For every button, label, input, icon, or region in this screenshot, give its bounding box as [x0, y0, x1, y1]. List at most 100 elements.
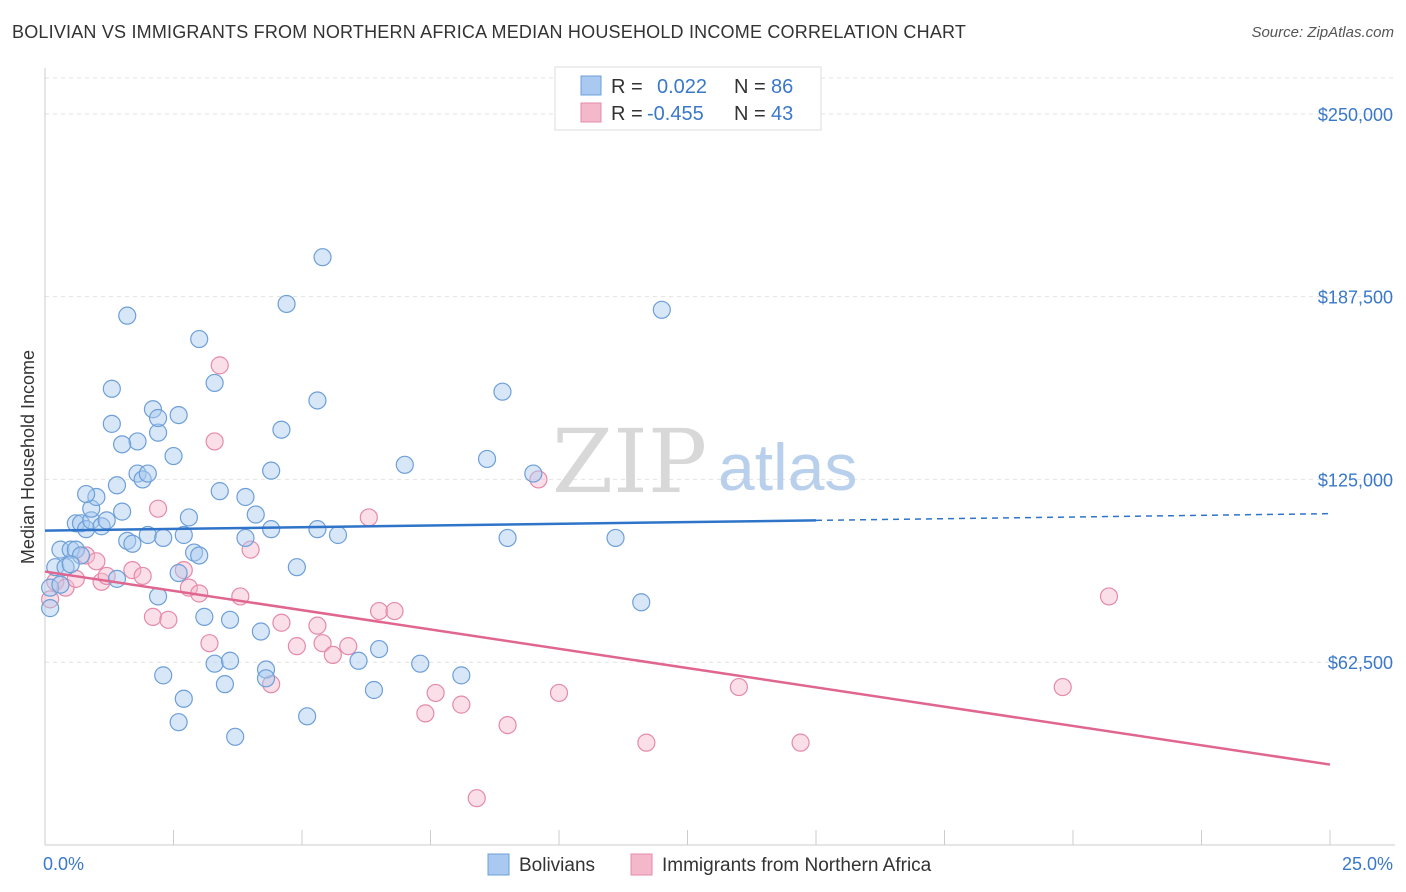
northern-africa-point-8 — [123, 560, 142, 580]
bolivians-point-54 — [308, 391, 327, 410]
bolivians-point-76 — [138, 464, 157, 483]
bolivians-point-39 — [205, 654, 224, 673]
bolivians-point-3 — [51, 575, 70, 594]
northern-africa-point-16 — [200, 634, 219, 653]
northern-africa-point-13 — [174, 560, 193, 580]
y-tick-label-1: $125,000 — [1318, 470, 1393, 490]
bolivians-point-43 — [226, 727, 245, 746]
northern-africa-point-28 — [359, 508, 378, 527]
bottom-legend: Bolivians Immigrants from Northern Afric… — [487, 853, 932, 876]
bolivians-point-32 — [169, 405, 188, 425]
bolivians-point-60 — [370, 639, 389, 659]
northern-africa-point-36 — [529, 470, 548, 489]
legend-swatch-blue — [580, 75, 602, 96]
northern-africa-point-41 — [1053, 677, 1072, 697]
northern-africa-point-23 — [287, 637, 306, 656]
trend-line-bolivians-extension — [815, 512, 1331, 522]
bolivians-point-48 — [262, 461, 281, 480]
northern-africa-point-26 — [323, 645, 342, 665]
bolivians-point-35 — [179, 508, 199, 527]
bolivians-point-41 — [215, 675, 234, 694]
bolivians-point-30 — [154, 528, 173, 548]
bolivians-point-65 — [493, 382, 512, 401]
bolivians-point-5 — [51, 540, 70, 559]
northern-africa-point-37 — [549, 683, 569, 703]
northern-africa-point-5 — [87, 552, 106, 571]
bolivians-point-31 — [164, 446, 183, 466]
bolivians-point-62 — [411, 654, 430, 673]
northern-africa-point-40 — [791, 733, 810, 752]
legend-n-label-2: N = — [734, 103, 766, 125]
watermark-zip: ZIP — [552, 410, 707, 513]
northern-africa-point-29 — [370, 601, 389, 621]
northern-africa-point-30 — [385, 601, 404, 621]
axes — [44, 68, 1395, 846]
bolivians-point-64 — [477, 449, 497, 469]
bolivians-point-73 — [190, 329, 209, 349]
northern-africa-point-35 — [498, 715, 517, 735]
bolivians-point-18 — [107, 476, 127, 495]
northern-africa-point-27 — [339, 637, 358, 656]
legend-n-value-2: 43 — [771, 103, 793, 125]
bolivians-point-34 — [174, 525, 193, 545]
bottom-legend-label-bolivians: Bolivians — [519, 855, 595, 876]
bolivians-point-20 — [118, 531, 137, 550]
bolivians-point-67 — [524, 464, 543, 483]
bolivians-point-6 — [61, 540, 80, 559]
bolivians-point-74 — [205, 373, 224, 393]
bolivians-point-8 — [66, 514, 85, 533]
trend-lines — [44, 512, 1331, 766]
bolivians-point-44 — [236, 528, 255, 548]
bolivians-point-77 — [174, 689, 193, 708]
bolivians-point-28 — [148, 423, 168, 442]
bolivians-point-37 — [190, 546, 209, 565]
watermark: ZIP atlas — [552, 410, 857, 513]
bolivians-point-14 — [77, 484, 96, 504]
bolivians-point-0 — [41, 599, 60, 618]
x-tick-label-0: 0.0% — [43, 854, 84, 874]
bolivians-point-13 — [87, 487, 106, 507]
y-tick-label-0: $62,500 — [1328, 653, 1393, 673]
bolivians-point-57 — [328, 525, 348, 545]
series-northern-africa-points — [41, 356, 1119, 808]
bolivians-point-69 — [632, 593, 651, 612]
bolivians-point-42 — [220, 610, 240, 629]
bolivians-point-70 — [652, 300, 671, 319]
northern-africa-point-20 — [241, 540, 260, 559]
legend-r-label-2: R = — [611, 103, 643, 125]
legend-n-label-1: N = — [734, 76, 766, 98]
bolivians-point-36 — [184, 543, 204, 562]
bolivians-point-53 — [298, 707, 317, 726]
bolivians-point-85 — [61, 555, 80, 574]
grid-lines — [45, 77, 1395, 663]
trend-line-bolivians — [44, 519, 817, 532]
bolivians-point-79 — [169, 713, 188, 732]
bolivians-point-75 — [102, 414, 121, 433]
chart-title: BOLIVIAN VS IMMIGRANTS FROM NORTHERN AFR… — [12, 22, 967, 42]
bolivians-point-25 — [133, 470, 152, 489]
northern-africa-point-10 — [143, 607, 163, 626]
x-tick-labels: 0.0% 25.0% — [43, 854, 1393, 874]
bolivians-point-80 — [220, 651, 240, 670]
bolivians-point-38 — [195, 607, 214, 626]
bolivians-point-66 — [498, 528, 517, 548]
bolivians-point-72 — [102, 379, 121, 398]
bolivians-point-71 — [118, 306, 137, 325]
top-legend: R = 0.022 N = 86 R = -0.455 N = 43 — [554, 66, 822, 131]
bolivians-point-63 — [452, 666, 471, 685]
source-label: Source: ZipAtlas.com — [1251, 24, 1394, 41]
watermark-atlas: atlas — [718, 430, 857, 504]
legend-r-value-1: 0.022 — [657, 76, 707, 98]
bolivians-point-55 — [308, 520, 327, 539]
bolivians-point-82 — [256, 669, 276, 688]
bolivians-point-49 — [262, 520, 281, 539]
bolivians-point-29 — [148, 408, 168, 428]
bolivians-point-9 — [71, 514, 91, 533]
bolivians-point-46 — [246, 505, 265, 524]
bolivians-point-33 — [169, 563, 188, 583]
bolivians-point-51 — [277, 294, 296, 314]
bottom-legend-swatch-bolivians — [487, 853, 510, 876]
legend-n-value-1: 86 — [771, 76, 793, 98]
bolivians-point-52 — [287, 558, 306, 577]
